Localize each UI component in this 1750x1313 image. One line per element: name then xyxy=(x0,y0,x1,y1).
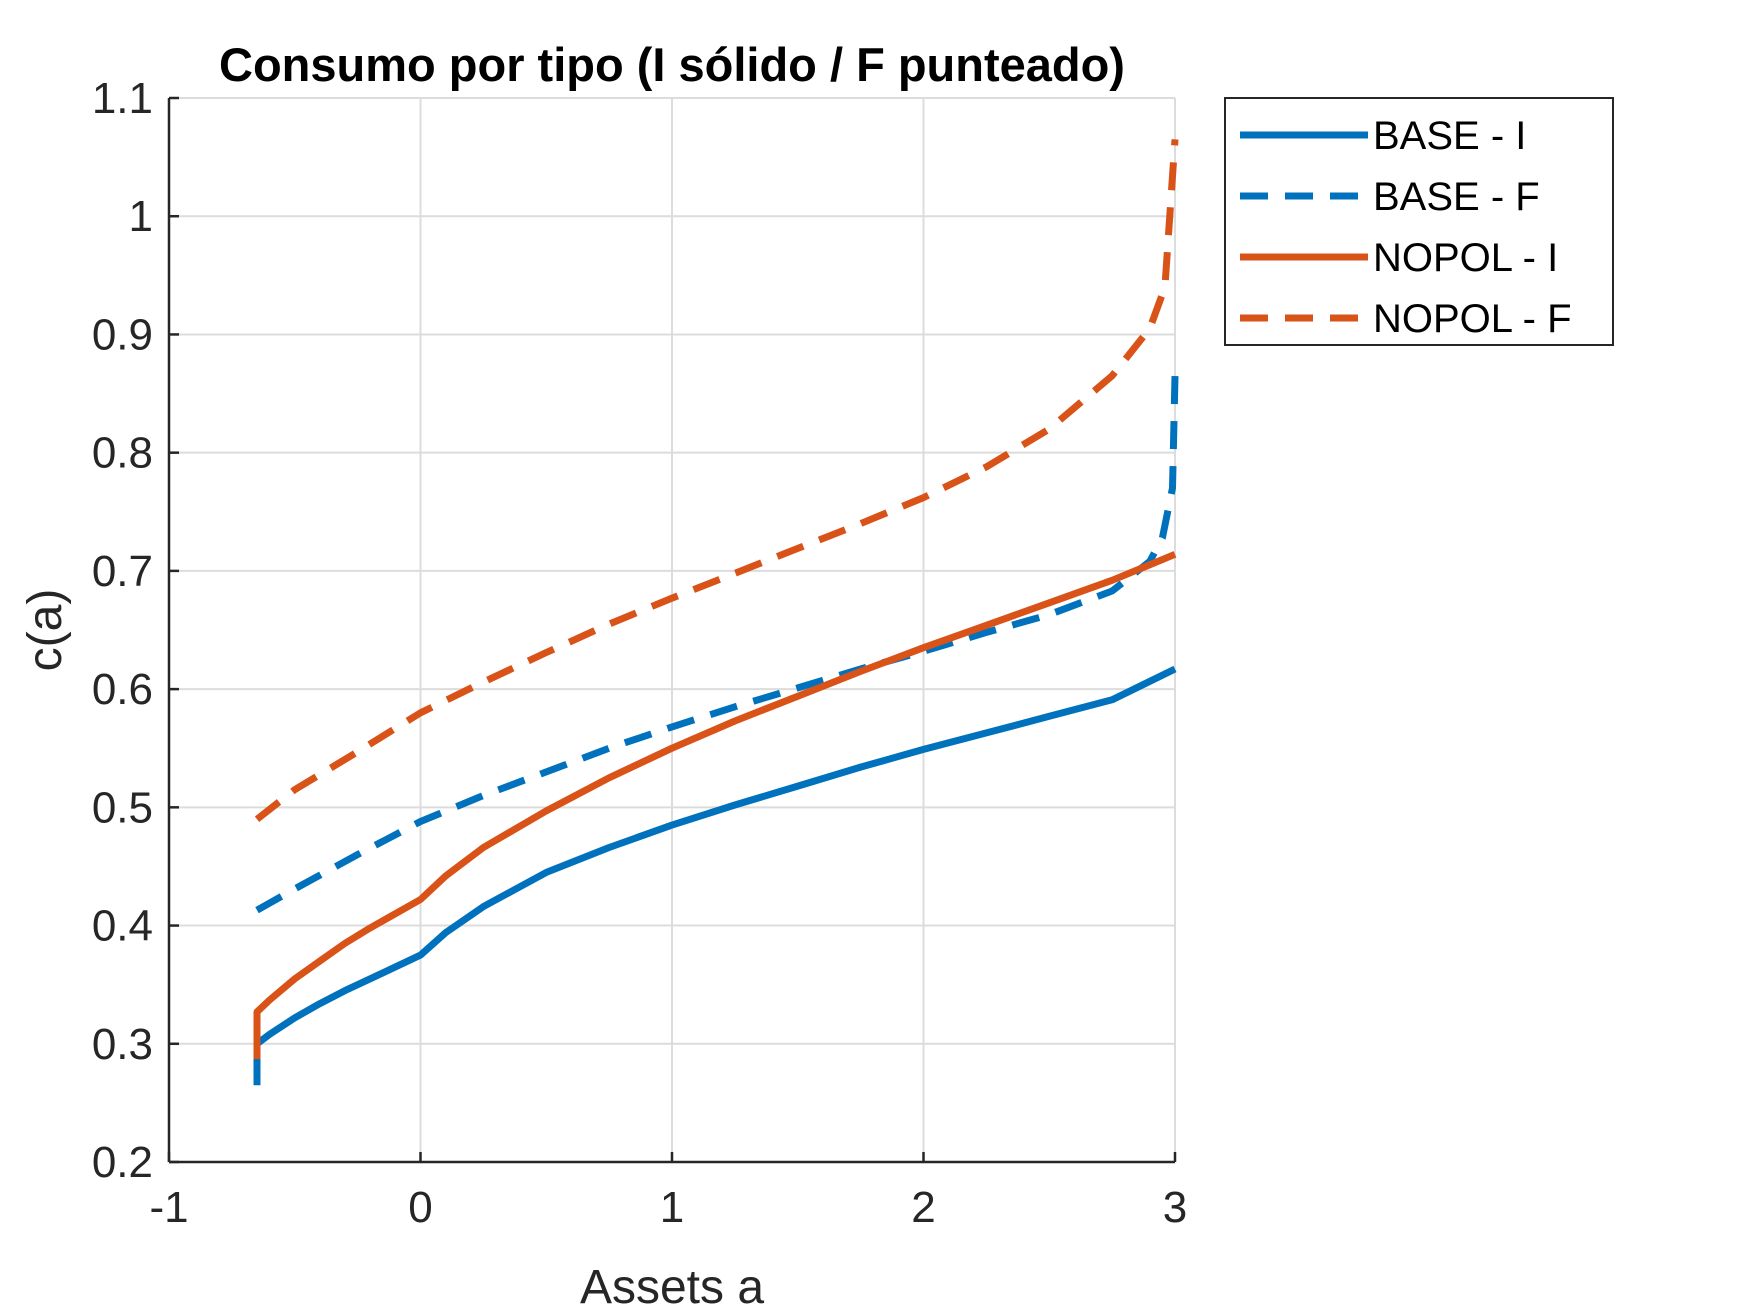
y-tick-label: 0.5 xyxy=(92,783,153,832)
legend-entry-nopol-f: NOPOL - F xyxy=(1240,297,1572,341)
y-tick-label: 0.3 xyxy=(92,1020,153,1069)
tick-labels: -1 0 1 2 3 0.2 0.3 0.4 0.5 0.6 0.7 0.8 0.9 1 1.1 xyxy=(92,74,1187,1232)
x-tick-label: -1 xyxy=(149,1183,188,1232)
legend-label: BASE - I xyxy=(1373,114,1526,158)
x-axis-title: Assets a xyxy=(580,1261,764,1313)
y-tick-label: 1.1 xyxy=(92,74,153,123)
y-tick-label: 0.6 xyxy=(92,665,153,714)
grid xyxy=(168,97,1176,1163)
axes xyxy=(167,96,1177,1164)
y-axis-title: c(a) xyxy=(19,589,72,672)
chart-title: Consumo por tipo (I sólido / F punteado) xyxy=(219,38,1125,91)
x-tick-label: 1 xyxy=(660,1183,684,1232)
legend-entry-nopol-i: NOPOL - I xyxy=(1240,236,1558,280)
series-nopol-f xyxy=(254,139,1179,822)
legend-entry-base-i: BASE - I xyxy=(1240,114,1526,158)
y-tick-label: 1 xyxy=(129,192,153,241)
series-base-i xyxy=(253,665,1177,1086)
legend-label: NOPOL - F xyxy=(1373,297,1572,341)
legend-box xyxy=(1224,97,1614,346)
legend-label: BASE - F xyxy=(1373,175,1540,219)
y-tick-label: 0.7 xyxy=(92,547,153,596)
x-tick-label: 0 xyxy=(408,1183,432,1232)
legend-entry-base-f: BASE - F xyxy=(1240,175,1540,219)
x-tick-label: 2 xyxy=(911,1183,935,1232)
x-tick-label: 3 xyxy=(1163,1183,1187,1232)
y-tick-label: 0.2 xyxy=(92,1138,153,1187)
plot-series xyxy=(253,139,1179,1086)
y-tick-label: 0.9 xyxy=(92,310,153,359)
y-tick-label: 0.4 xyxy=(92,902,153,951)
series-nopol-i xyxy=(253,551,1177,1060)
legend-label: NOPOL - I xyxy=(1373,236,1558,280)
y-tick-label: 0.8 xyxy=(92,429,153,478)
legend: BASE - I BASE - F NOPOL - I NOPOL - F xyxy=(1224,97,1614,346)
